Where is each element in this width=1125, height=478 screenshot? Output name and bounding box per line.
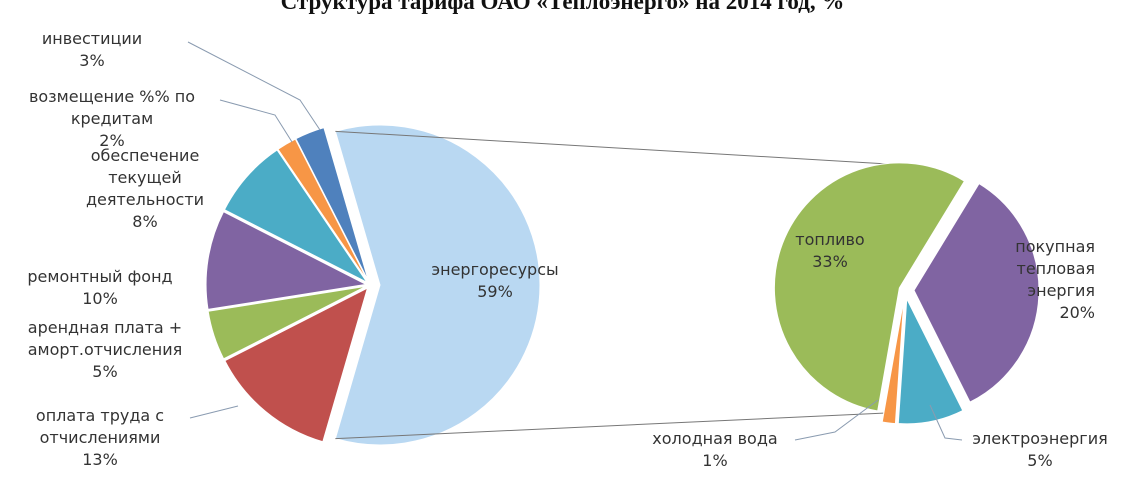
category-label: оплата труда с отчислениями (35, 406, 165, 447)
value-label: 13% (82, 450, 118, 469)
chart-title: Структура тарифа ОАО «Теплоэнерго» на 20… (280, 0, 845, 14)
leader-line (189, 405, 239, 419)
data-label: энергоресурсы 59% (395, 259, 595, 303)
pie-slice (897, 296, 964, 425)
data-label: возмещение %% по кредитам 2% (7, 86, 217, 152)
leader-line (219, 99, 293, 143)
data-label: обеспечение текущей деятельности 8% (65, 145, 225, 233)
pie-slice (277, 138, 369, 282)
value-label: 8% (132, 212, 158, 231)
pie-slice (295, 127, 370, 282)
leader-line (929, 404, 963, 441)
value-label: 59% (477, 282, 513, 301)
value-label: 3% (79, 51, 105, 70)
category-label: обеспечение текущей деятельности (85, 146, 205, 209)
data-label: оплата труда с отчислениями 13% (0, 405, 200, 471)
pie-slice (207, 285, 367, 360)
leader-line (794, 399, 879, 441)
value-label: 5% (1027, 451, 1053, 470)
connector-line (335, 412, 884, 440)
category-label: холодная вода (652, 429, 778, 448)
data-label: ремонтный фонд 10% (0, 266, 200, 310)
value-label: 33% (812, 252, 848, 271)
category-label: инвестиции (41, 29, 143, 48)
pie-slice (224, 287, 369, 443)
category-label: энергоресурсы (431, 260, 559, 279)
pie-slice (223, 149, 368, 283)
value-label: 5% (92, 362, 118, 381)
value-label: 1% (702, 451, 728, 470)
pie-slice (881, 298, 905, 425)
category-label: возмещение %% по кредитам (28, 87, 196, 128)
data-label: топливо 33% (760, 229, 900, 273)
pie-slice (773, 162, 966, 412)
category-label: покупная тепловая энергия (1015, 237, 1095, 300)
pie-slice (334, 124, 541, 446)
data-label: покупная тепловая энергия 20% (945, 236, 1095, 324)
data-label: арендная плата + аморт.отчисления 5% (5, 317, 205, 383)
pie-slice (205, 211, 368, 310)
value-label: 20% (1059, 303, 1095, 322)
leader-line (187, 41, 321, 131)
pie-slice (913, 182, 1040, 403)
value-label: 10% (82, 289, 118, 308)
data-label: электроэнергия 5% (955, 428, 1125, 472)
connector-line (335, 130, 906, 166)
data-label: холодная вода 1% (630, 428, 800, 472)
category-label: электроэнергия (972, 429, 1108, 448)
category-label: арендная плата + аморт.отчисления (27, 318, 183, 359)
data-label: инвестиции 3% (12, 28, 172, 72)
category-label: ремонтный фонд (27, 267, 173, 286)
category-label: топливо (795, 230, 865, 249)
value-label: 2% (99, 131, 125, 150)
